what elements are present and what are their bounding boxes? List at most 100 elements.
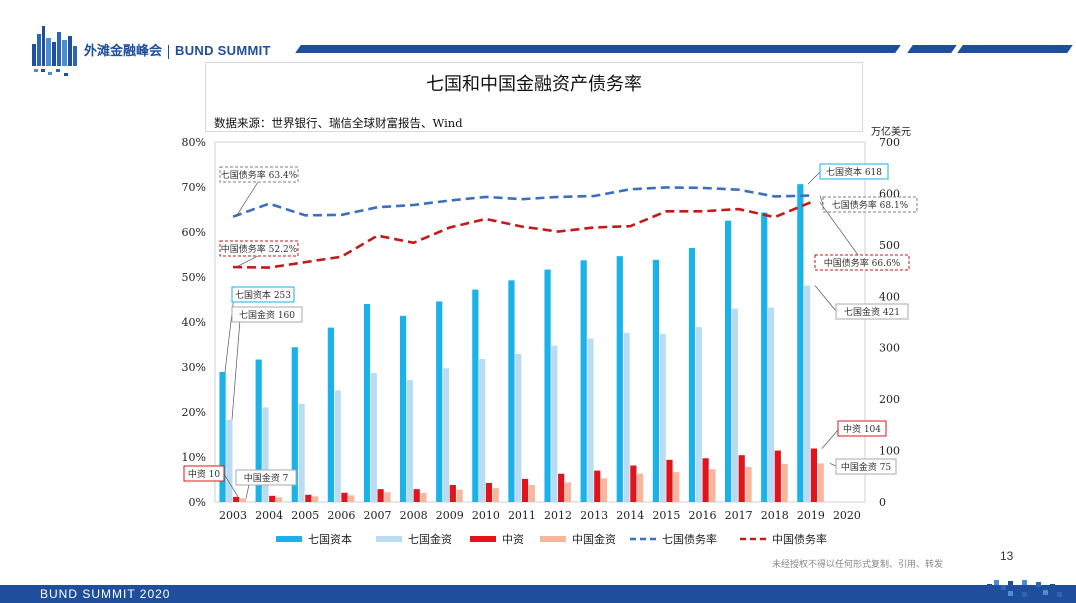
annotation-label: 中国金资 75 [841, 461, 892, 473]
bar-七国金资 [731, 308, 739, 502]
bar-中国金资 [673, 472, 680, 502]
x-tick-label: 2019 [797, 509, 825, 522]
bar-七国金资 [406, 380, 414, 502]
annotation-label: 七国资本 253 [235, 289, 291, 301]
page-number: 13 [1000, 549, 1014, 563]
bar-中资 [341, 492, 348, 502]
x-tick-label: 2011 [508, 509, 536, 522]
bar-中资 [738, 455, 745, 502]
legend-swatch [276, 536, 302, 542]
annotation-leader [821, 429, 839, 449]
disclaimer: 未经授权不得以任何形式复制、引用、转发 [772, 560, 944, 570]
legend-swatch [376, 536, 402, 542]
annotation-label: 中国债务率 52.2% [221, 243, 298, 255]
x-tick-label: 2020 [833, 509, 861, 522]
bar-七国资本 [436, 301, 443, 502]
brand: 外滩金融峰会 BUND SUMMIT [84, 40, 271, 59]
x-tick-label: 2005 [291, 509, 319, 522]
annotation-box [837, 420, 887, 437]
annotation-label: 中资 104 [843, 423, 881, 435]
bar-七国资本 [255, 359, 262, 502]
bar-七国资本 [797, 184, 804, 502]
annotation-label: 中国金资 7 [244, 472, 289, 484]
annotation-leader [814, 285, 837, 312]
annotation-leader [235, 255, 259, 268]
bar-中国金资 [817, 463, 824, 502]
bar-中资 [413, 489, 420, 502]
legend-label: 七国债务率 [662, 532, 717, 546]
bar-七国资本 [761, 212, 768, 502]
bar-七国金资 [479, 359, 486, 502]
annotation-label: 七国金资 160 [239, 309, 295, 321]
bar-七国金资 [623, 332, 630, 502]
bar-七国资本 [363, 304, 371, 502]
bar-七国金资 [767, 307, 775, 502]
right-axis-tick-label: 100 [879, 445, 900, 458]
right-axis-tick-label: 200 [879, 393, 900, 406]
annotation-box [183, 465, 225, 482]
bar-七国资本 [652, 259, 659, 502]
x-tick-label: 2017 [725, 509, 753, 522]
bar-中国金资 [384, 492, 391, 502]
x-tick-label: 2004 [255, 509, 283, 522]
x-tick-label: 2015 [652, 509, 680, 522]
bar-七国金资 [442, 368, 450, 502]
right-axis-tick-label: 400 [879, 290, 900, 303]
bar-七国资本 [688, 247, 696, 502]
brand-cn: 外滩金融峰会 [84, 44, 163, 59]
left-axis-tick-label: 60% [182, 226, 206, 239]
x-tick-label: 2008 [400, 509, 428, 522]
bar-七国金资 [298, 403, 305, 502]
x-tick-label: 2009 [436, 509, 464, 522]
bar-中国金资 [492, 488, 499, 502]
annotation-box [231, 286, 295, 303]
bar-中资 [521, 478, 529, 502]
x-tick-label: 2016 [689, 509, 717, 522]
bar-七国资本 [327, 327, 334, 502]
bar-中国金资 [745, 467, 752, 502]
bar-中国金资 [420, 492, 427, 502]
legend-label: 中资 [502, 533, 524, 546]
bar-中国金资 [709, 469, 716, 502]
footer-text: BUND SUMMIT 2020 [40, 587, 171, 601]
annotation-label: 七国债务率 63.4% [221, 169, 298, 181]
bar-中国金资 [637, 473, 644, 502]
bar-中资 [810, 448, 818, 502]
bar-中资 [449, 485, 456, 502]
left-axis-tick-label: 40% [182, 316, 206, 329]
annotation-box [814, 254, 910, 271]
annotation-leader [807, 171, 821, 185]
bar-中资 [702, 458, 709, 502]
bar-七国金资 [262, 407, 269, 502]
legend-swatch [470, 536, 496, 542]
right-axis-tick-label: 700 [879, 136, 900, 149]
right-axis-tick-label: 300 [879, 342, 900, 355]
annotation-label: 中资 10 [188, 468, 221, 480]
left-axis-tick-label: 20% [182, 406, 206, 419]
bar-中资 [377, 489, 384, 502]
chart-title-box: 七国和中国金融资产债务率 数据来源：世界银行、瑞信全球财富报告、Wind [205, 62, 863, 132]
legend-label: 七国资本 [308, 532, 352, 546]
bar-七国金资 [551, 345, 558, 502]
right-axis-title: 万亿美元 [871, 125, 911, 138]
bar-七国金资 [334, 390, 341, 502]
bar-中资 [630, 465, 637, 502]
x-tick-label: 2006 [327, 509, 355, 522]
bar-中国金资 [348, 495, 355, 502]
plot-frame [214, 141, 866, 503]
left-axis-tick-label: 80% [182, 136, 206, 149]
bar-七国金资 [804, 285, 811, 502]
left-axis-tick-label: 50% [182, 271, 206, 284]
x-tick-label: 2012 [544, 509, 572, 522]
annotation-label: 中国债务率 66.6% [824, 257, 901, 269]
bar-七国资本 [616, 256, 623, 502]
left-axis-tick-label: 0% [189, 496, 206, 509]
brand-en: BUND SUMMIT [175, 43, 271, 58]
annotation-box [235, 469, 297, 486]
x-tick-label: 2013 [580, 509, 608, 522]
bar-中资 [233, 496, 240, 502]
left-axis-tick-label: 30% [182, 361, 206, 374]
bar-中资 [594, 470, 601, 502]
line-中国债务率 [233, 201, 812, 269]
